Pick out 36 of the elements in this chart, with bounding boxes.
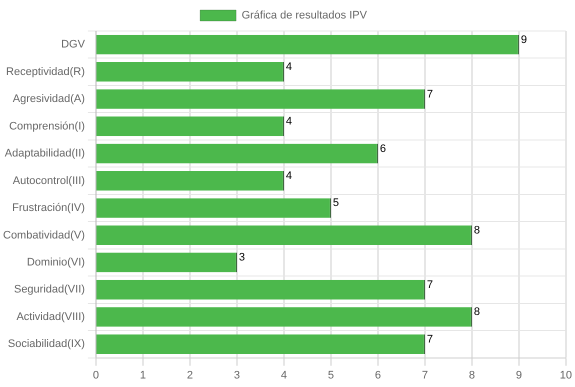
x-tick-label: 0 <box>92 369 99 382</box>
x-tick-label: 8 <box>468 369 475 382</box>
y-tick-label: Comprensión(I) <box>9 120 85 132</box>
data-label: 8 <box>474 306 480 318</box>
x-tick-label: 3 <box>234 369 240 382</box>
y-tick-label: Adaptabilidad(II) <box>4 148 85 160</box>
x-tick-label: 4 <box>280 369 287 382</box>
y-tick-label: Receptividad(R) <box>6 66 85 78</box>
data-label: 7 <box>426 278 434 291</box>
data-label: 3 <box>238 252 246 264</box>
x-tick-label: 10 <box>560 369 572 382</box>
y-tick-label: Actividad(VIII) <box>16 310 85 323</box>
x-tick-label: 9 <box>516 369 522 382</box>
data-label: 8 <box>474 224 480 236</box>
data-label: 4 <box>286 170 292 182</box>
data-label: 5 <box>332 197 340 210</box>
data-label: 6 <box>380 142 386 155</box>
data-label: 7 <box>426 88 434 100</box>
x-tick-label: 2 <box>186 369 193 382</box>
data-label: 7 <box>426 333 434 346</box>
y-tick-label: Autocontrol(III) <box>12 174 85 187</box>
data-label: 4 <box>286 61 292 74</box>
x-tick-label: 5 <box>328 369 334 382</box>
x-tick-label: 1 <box>140 369 146 382</box>
legend-label: Gráfica de resultados IPV <box>242 10 368 22</box>
y-tick-label: Agresividad(A) <box>12 93 85 106</box>
y-tick-label: Sociabilidad(IX) <box>8 338 85 350</box>
x-tick-label: 7 <box>422 369 428 382</box>
x-tick-label: 6 <box>374 369 381 382</box>
y-tick-label: DGV <box>61 38 86 51</box>
y-tick-label: Frustración(IV) <box>12 202 85 214</box>
y-tick-label: Seguridad(VII) <box>14 284 85 296</box>
data-label: 4 <box>286 116 292 128</box>
y-tick-label: Dominio(VI) <box>26 256 85 269</box>
y-tick-label: Combatividad(V) <box>3 229 85 242</box>
data-label: 9 <box>520 34 528 46</box>
